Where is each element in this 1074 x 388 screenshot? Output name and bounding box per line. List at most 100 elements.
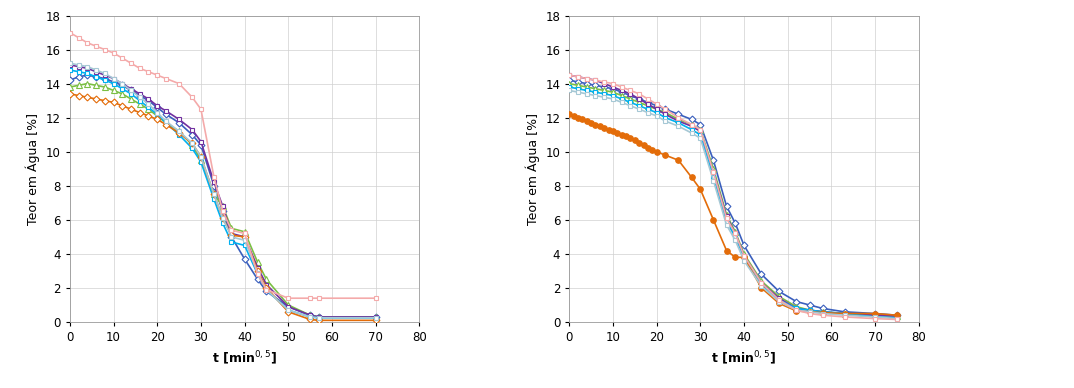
NHL_hEP_R [173, 131, 186, 135]
NHL_IEP_H [816, 310, 829, 314]
NHL_hEP_H [694, 129, 707, 133]
NHL_hEP_H [645, 148, 658, 152]
NHL_IEP_R [160, 121, 173, 125]
NHL_hEP_H [598, 81, 611, 86]
Line: NHL_IMK_H: NHL_IMK_H [567, 88, 899, 321]
NHL_R [260, 289, 273, 294]
NHL_hMK_H [707, 170, 720, 175]
NHL_IMK_R [238, 238, 251, 242]
NHL_IPF_R [133, 102, 146, 106]
NHL_R [251, 277, 264, 282]
NHL_IMK_R [160, 119, 173, 123]
NHL_hEP_H [598, 126, 611, 130]
NHL_hMK_R [150, 73, 163, 78]
NHL_hEP_H [707, 218, 720, 222]
NHL_IMK_R [251, 270, 264, 275]
NHL_hMK_H [694, 127, 707, 132]
NHL_R [72, 74, 85, 79]
NHL_hEP_R [81, 95, 93, 100]
NHL_H [869, 311, 882, 316]
NHL_IMK_R [72, 62, 85, 67]
NHL_hEP_R [238, 235, 251, 239]
NHL_IPF_H [563, 81, 576, 86]
NHL_hEP_H [615, 132, 628, 137]
NHL_IEP_H [615, 97, 628, 101]
NHL_H [738, 243, 751, 248]
NHL_IMK_H [641, 110, 654, 115]
NHL_hEP_H [869, 313, 882, 317]
NHL_R [142, 98, 155, 103]
NHL_hEP_H [580, 119, 593, 123]
NHL_hEP_R [125, 107, 137, 111]
NHL_hMK_H [624, 88, 637, 93]
NHL_IMK_R [260, 288, 273, 292]
NHL_hEP_H [729, 231, 742, 236]
NHL_IPF_H [816, 310, 829, 314]
NHL_hMK_H [615, 85, 628, 89]
NHL_hEP_H [755, 281, 768, 285]
NHL_H [685, 117, 698, 122]
NHL_hEP_H [641, 146, 654, 151]
NHL_H [580, 81, 593, 86]
NHL_hMK_H [633, 92, 645, 96]
NHL_hEP_R [207, 192, 220, 197]
NHL_IEP_H [672, 121, 685, 125]
NHL_hEP_H [624, 92, 637, 96]
NHL_IEP_R [207, 197, 220, 202]
NHL_hEP_H [563, 73, 576, 78]
X-axis label: t [min$^{0,5}$]: t [min$^{0,5}$] [711, 350, 777, 367]
NHL_IPF_H [790, 304, 803, 309]
NHL_hEP_R [194, 154, 207, 159]
NHL_IMK_R [107, 76, 120, 81]
NHL_IPF_H [598, 88, 611, 93]
NHL_R [313, 315, 325, 319]
NHL_hEP_R [304, 317, 317, 322]
NHL_IMK_R [186, 141, 199, 146]
NHL_hEP_R [107, 100, 120, 105]
NHL_hEP_H [567, 114, 580, 118]
NHL_IEP_H [755, 282, 768, 287]
NHL_IPF_H [672, 117, 685, 122]
NHL_IPF_H [772, 294, 785, 299]
NHL_hPF_R [133, 92, 146, 96]
NHL_hEP_R [186, 141, 199, 146]
NHL_IEP_H [659, 115, 672, 120]
NHL_IMK_R [304, 315, 317, 319]
NHL_IMK_R [216, 216, 229, 220]
NHL_IEP_R [63, 68, 76, 72]
NHL_H [650, 104, 663, 108]
NHL_hEP_R [142, 114, 155, 118]
NHL_hMK_R [99, 47, 112, 52]
NHL_hEP_H [772, 296, 785, 301]
NHL_hMK_H [755, 281, 768, 285]
NHL_IPF_H [633, 100, 645, 105]
NHL_hMK_R [107, 51, 120, 55]
NHL_hEP_H [672, 119, 685, 123]
NHL_IMK_H [694, 136, 707, 140]
NHL_R [186, 132, 199, 137]
NHL_IEP_R [107, 81, 120, 86]
NHL_hMK_R [116, 56, 129, 61]
NHL_hEP_H [816, 310, 829, 314]
NHL_hEP_R [150, 117, 163, 122]
NHL_IPF_H [890, 314, 903, 319]
NHL_IEP_H [772, 298, 785, 302]
NHL_hMK_R [260, 288, 273, 292]
NHL_IMK_H [571, 90, 584, 95]
NHL_hEP_H [816, 310, 829, 315]
NHL_hPF_R [304, 313, 317, 317]
NHL_H [803, 303, 816, 307]
NHL_IPF_R [116, 92, 129, 96]
NHL_hEP_R [99, 98, 112, 103]
NHL_hEP_H [720, 248, 732, 253]
NHL_hEP_H [607, 85, 620, 89]
NHL_hEP_H [607, 129, 620, 133]
NHL_H [694, 122, 707, 127]
NHL_IEP_H [838, 311, 851, 316]
Line: NHL_hMK_H: NHL_hMK_H [567, 73, 899, 322]
NHL_IEP_R [260, 288, 273, 292]
NHL_IPF_R [313, 315, 325, 319]
Line: NHL_R: NHL_R [68, 73, 378, 319]
NHL_IEP_R [81, 71, 93, 76]
NHL_hEP_H [637, 143, 650, 147]
